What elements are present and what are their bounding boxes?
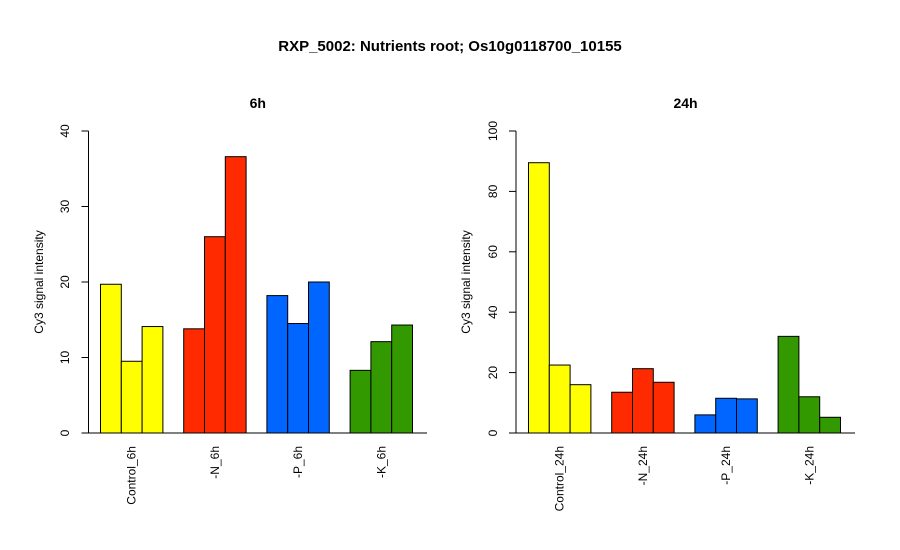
bar [798,396,821,434]
main-title: RXP_5002: Nutrients root; Os10g0118700_1… [278,38,622,55]
bar [611,391,634,434]
bar [224,156,247,434]
panel-title: 24h [673,95,697,111]
panel-title: 6h [250,95,266,111]
bar [204,236,226,434]
bar [183,328,205,434]
category-label: -K_6h [374,446,388,478]
y-tick-label: 30 [58,200,72,214]
bar [391,324,414,434]
category-label: -N_6h [208,446,222,479]
category-label: -K_24h [802,446,816,485]
y-tick-label: 10 [58,351,72,365]
y-tick-label: 80 [486,184,500,198]
bar [349,369,372,434]
bar [120,360,143,434]
bar [370,341,393,434]
y-tick-label: 20 [486,366,500,380]
bar [266,295,289,434]
category-label: -P_24h [719,446,733,485]
bar [287,323,310,434]
bar [819,416,842,434]
y-tick-label: 40 [486,305,500,319]
category-label: Control_6h [125,446,139,505]
y-tick-label: 0 [58,429,72,436]
y-axis-label: Cy3 signal intensity [459,230,473,333]
bar [652,381,675,434]
bar [715,397,738,434]
bar [694,414,717,434]
bar [528,162,550,434]
y-tick-label: 0 [486,429,500,436]
y-tick-label: 40 [58,124,72,138]
y-tick-label: 60 [486,245,500,259]
bar [632,368,654,434]
y-tick-label: 100 [486,121,500,141]
y-axis-label: Cy3 signal intensity [32,230,46,333]
bar [100,283,122,434]
category-label: Control_24h [553,446,567,511]
bar [569,384,592,434]
category-label: -N_24h [636,446,650,485]
bar [736,398,758,434]
bar [548,364,571,434]
bar [141,326,164,434]
bar [308,281,330,434]
y-tick-label: 20 [58,275,72,289]
category-label: -P_6h [291,446,305,478]
bar [777,335,800,434]
